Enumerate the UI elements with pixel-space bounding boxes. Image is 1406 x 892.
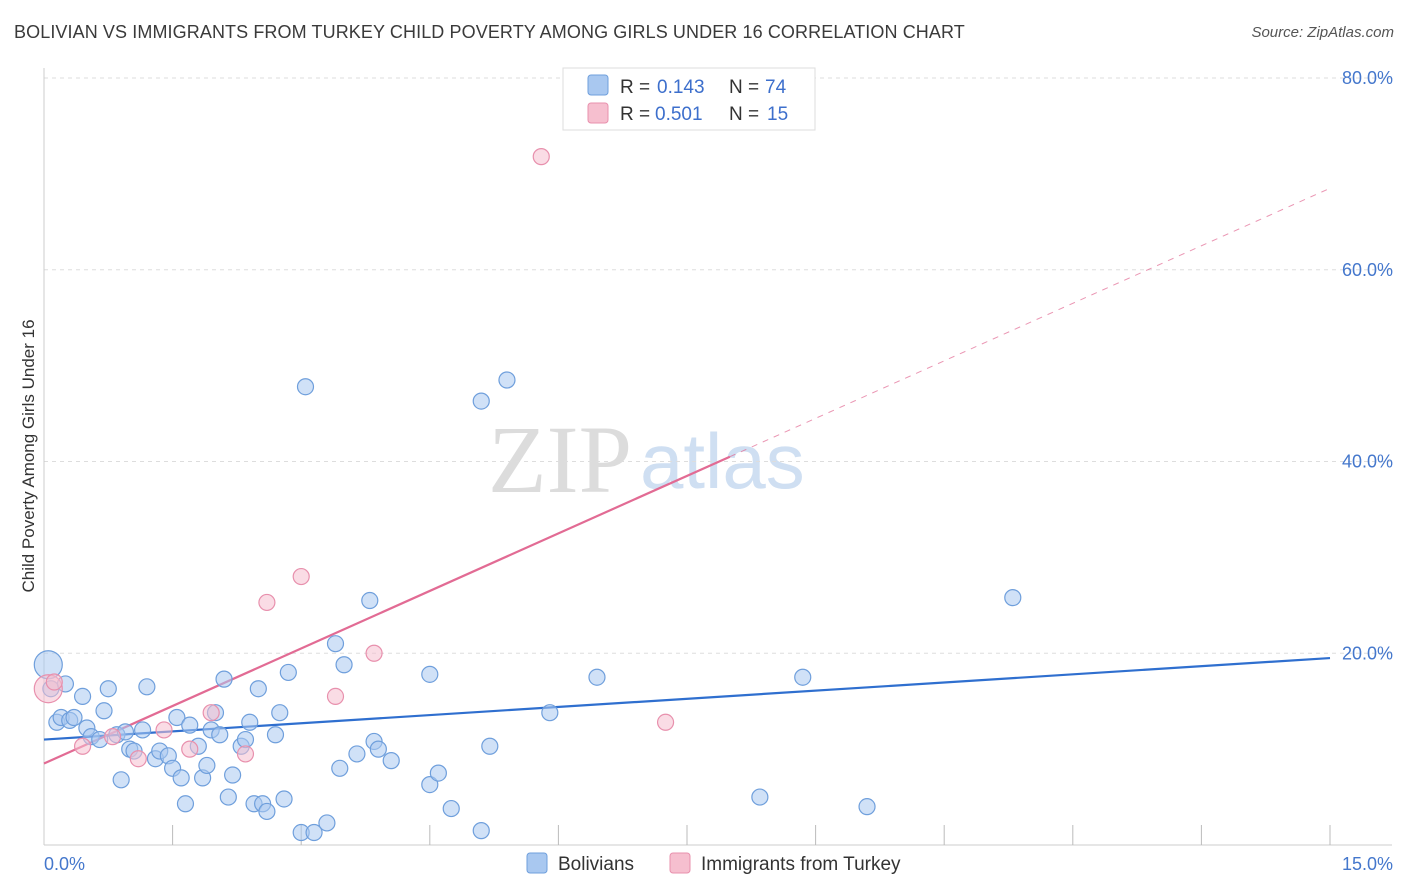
bolivians-point	[133, 721, 152, 739]
y-tick-label-3: 80.0%	[1342, 68, 1393, 88]
bolivians-point	[258, 802, 276, 821]
bolivians-point	[215, 670, 233, 688]
bolivians-point	[271, 704, 289, 722]
y-axis-title: Child Poverty Among Girls Under 16	[19, 319, 38, 592]
bottom-legend-label-turkey: Immigrants from Turkey	[701, 854, 901, 875]
turkey-point	[292, 567, 310, 586]
bolivians-point	[219, 788, 237, 806]
turkey-point	[103, 728, 122, 746]
trendline-turkey-2	[729, 187, 1331, 458]
bolivians-point	[224, 766, 242, 784]
bolivians-point	[421, 775, 439, 794]
turkey-point	[73, 737, 92, 755]
bolivians-point	[442, 799, 460, 818]
trendline-bolivians-0	[43, 656, 1331, 741]
legend-r-value-turkey: 0.501	[655, 104, 703, 125]
bottom-legend-label-bolivians: Bolivians	[558, 854, 634, 875]
legend-r-value-bolivians: 0.143	[657, 77, 705, 98]
turkey-point	[236, 745, 255, 763]
watermark-zip: ZIP	[488, 406, 632, 513]
bolivians-point	[421, 665, 439, 683]
series-legend: Bolivians Immigrants from Turkey	[526, 852, 901, 875]
axes	[43, 68, 1392, 846]
gridlines	[44, 77, 1392, 654]
bolivians-point	[266, 726, 285, 744]
x-tick-label-0: 0.0%	[44, 854, 85, 874]
legend-n-label: N =	[729, 104, 759, 125]
turkey-point	[258, 593, 276, 612]
bolivians-point	[858, 798, 876, 816]
bolivians-point	[211, 726, 229, 744]
bottom-legend-swatch-turkey	[669, 852, 691, 874]
bolivians-point	[95, 702, 113, 720]
bolivians-point	[541, 704, 559, 722]
bolivians-point	[348, 745, 366, 763]
legend-swatch-turkey	[587, 102, 609, 124]
x-tick-label-1: 15.0%	[1342, 854, 1393, 874]
bolivians-point	[172, 769, 190, 787]
bolivians-point	[481, 737, 499, 755]
turkey-point	[656, 713, 675, 731]
turkey-point	[129, 750, 147, 768]
bolivians-point	[472, 822, 490, 840]
bolivians-point	[181, 716, 199, 734]
turkey-point	[181, 740, 199, 758]
bolivians-point	[279, 663, 297, 682]
data-points	[33, 148, 1022, 842]
chart-title: BOLIVIAN VS IMMIGRANTS FROM TURKEY CHILD…	[14, 22, 965, 42]
trendlines	[43, 187, 1331, 765]
bolivians-point	[236, 730, 255, 749]
legend-r-label: R =	[620, 104, 650, 125]
y-tick-label-2: 60.0%	[1342, 260, 1393, 280]
legend-n-value-turkey: 15	[767, 104, 788, 125]
bolivians-point	[112, 771, 130, 789]
bolivians-point	[1004, 589, 1022, 607]
bolivians-point	[99, 680, 117, 698]
bolivians-point	[331, 759, 349, 777]
bolivians-point	[588, 668, 606, 686]
bolivians-point	[472, 392, 490, 410]
bolivians-point	[296, 378, 315, 396]
bolivians-point	[168, 708, 186, 727]
bolivians-point	[305, 823, 323, 842]
turkey-point	[202, 704, 220, 722]
source-label: Source: ZipAtlas.com	[1251, 24, 1394, 41]
bolivians-point	[65, 708, 83, 727]
bolivians-point	[429, 764, 447, 782]
bolivians-point	[138, 678, 156, 696]
y-tick-label-0: 20.0%	[1342, 643, 1393, 663]
bolivians-point	[176, 795, 195, 813]
bolivians-point	[369, 740, 387, 758]
bolivians-point	[241, 713, 259, 731]
bolivians-point	[275, 790, 293, 808]
ticks: 20.0% 40.0% 60.0% 80.0% 0.0% 15.0%	[44, 68, 1393, 874]
bolivians-point	[73, 687, 92, 705]
turkey-point	[532, 148, 550, 166]
correlation-legend: R = 0.143 N = 74 R = 0.501 N = 15	[562, 67, 816, 131]
bolivians-point	[318, 814, 336, 832]
trendline-turkey-1	[43, 455, 731, 765]
bottom-legend-swatch-bolivians	[526, 852, 548, 874]
y-tick-label-1: 40.0%	[1342, 452, 1393, 472]
legend-n-value-bolivians: 74	[765, 77, 787, 98]
turkey-point	[155, 721, 173, 739]
turkey-point	[365, 644, 383, 662]
bolivians-point	[382, 752, 400, 770]
legend-swatch-bolivians	[587, 74, 609, 96]
bolivians-point	[335, 656, 353, 674]
legend-r-label: R =	[620, 77, 650, 98]
bolivians-point	[326, 635, 345, 653]
bolivians-point	[794, 668, 812, 686]
bolivians-point	[498, 371, 516, 389]
bolivians-point	[361, 591, 379, 610]
bolivians-point	[249, 680, 267, 698]
bolivians-point	[751, 788, 769, 806]
turkey-point	[326, 687, 345, 705]
bolivians-point	[198, 756, 216, 775]
turkey-point	[45, 673, 63, 691]
legend-n-label: N =	[729, 77, 759, 98]
